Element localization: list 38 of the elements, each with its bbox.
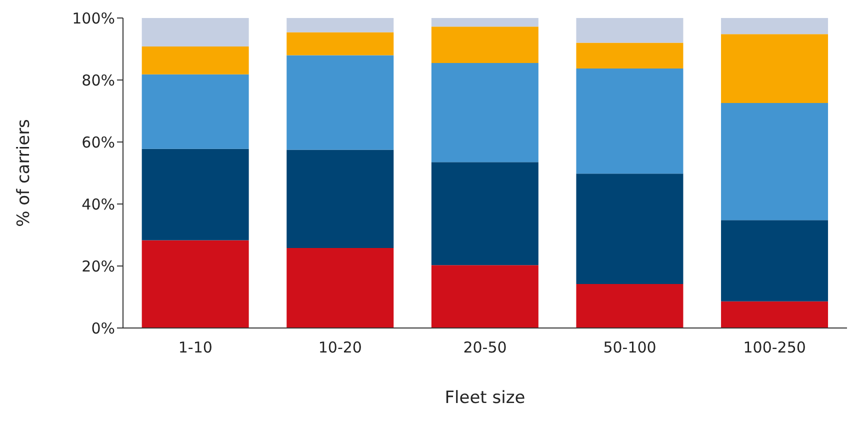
x-tick-label: 50-100: [603, 338, 656, 357]
y-tick-label: 100%: [72, 9, 115, 28]
bar: [431, 18, 538, 27]
bar: [142, 148, 249, 240]
y-tick-label: 40%: [82, 195, 115, 214]
bar: [576, 18, 684, 43]
y-tick-label: 20%: [82, 257, 115, 276]
bar: [142, 74, 249, 149]
x-tick-label: 20-50: [463, 338, 507, 357]
bar: [431, 26, 538, 63]
bar: [721, 34, 828, 103]
bar: [721, 18, 828, 34]
bar: [286, 18, 394, 32]
bar: [142, 240, 249, 328]
bar: [576, 284, 684, 328]
bar: [576, 174, 684, 284]
bar: [431, 62, 538, 162]
x-tick-label: 1-10: [178, 338, 212, 357]
bar: [286, 248, 394, 328]
bar: [576, 68, 684, 174]
bar: [576, 42, 684, 69]
bar: [721, 220, 828, 302]
bar: [286, 32, 394, 56]
bar: [721, 301, 828, 328]
bar: [431, 265, 538, 328]
x-axis-title: Fleet size: [444, 388, 526, 408]
bar: [142, 18, 249, 47]
y-axis-title: % of carriers: [14, 118, 34, 227]
bar: [431, 162, 538, 266]
bar: [286, 150, 394, 248]
bar: [142, 46, 249, 74]
y-tick-label: 0%: [91, 319, 115, 338]
bar: [286, 55, 394, 150]
x-tick-label: 100-250: [743, 338, 806, 357]
bar: [721, 102, 828, 220]
x-tick-label: 10-20: [318, 338, 362, 357]
y-tick-label: 80%: [82, 71, 115, 90]
y-tick-label: 60%: [82, 133, 115, 152]
